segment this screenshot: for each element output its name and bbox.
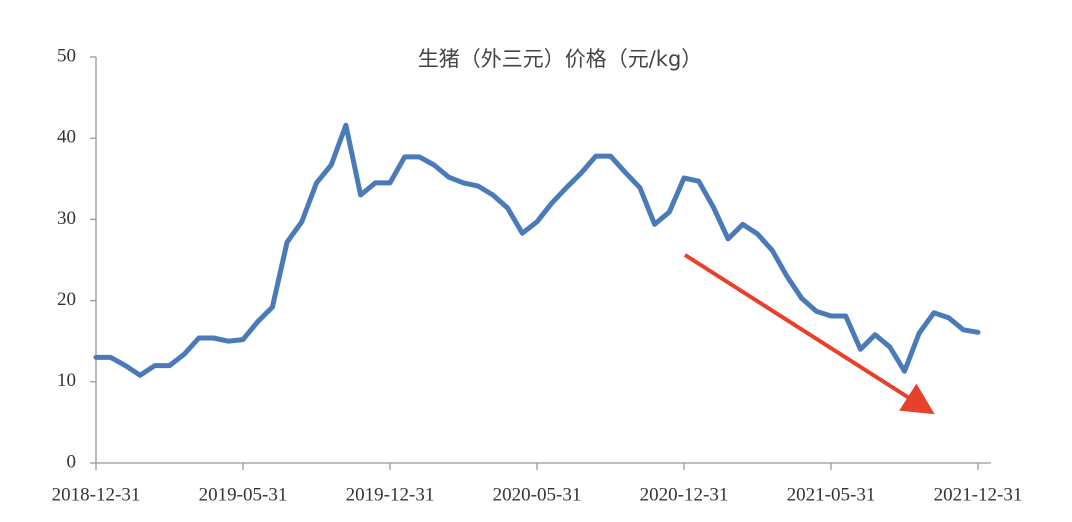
x-tick-label: 2020-12-31	[640, 484, 729, 505]
y-tick-label: 10	[57, 370, 76, 391]
price-line	[93, 122, 981, 378]
chart-title: 生猪（外三元）价格（元/kg）	[418, 47, 703, 71]
plot: 0 10 20 30 40 50 2018-12-31 2019-05-31 2019-12-3…	[52, 45, 1023, 505]
y-tick-label: 40	[57, 127, 76, 148]
x-tick-label: 2018-12-31	[52, 484, 141, 505]
x-tick-label: 2019-12-31	[346, 484, 435, 505]
trend-arrow	[683, 253, 935, 415]
x-tick-label: 2021-12-31	[934, 484, 1023, 505]
x-tick-label: 2020-05-31	[493, 484, 582, 505]
y-tick-label: 0	[67, 451, 77, 472]
x-tick-label: 2021-05-31	[787, 484, 876, 505]
y-tick-label: 30	[57, 208, 76, 229]
y-tick-label: 20	[57, 289, 76, 310]
x-tick-label: 2019-05-31	[199, 484, 288, 505]
y-tick-label: 50	[57, 45, 76, 66]
